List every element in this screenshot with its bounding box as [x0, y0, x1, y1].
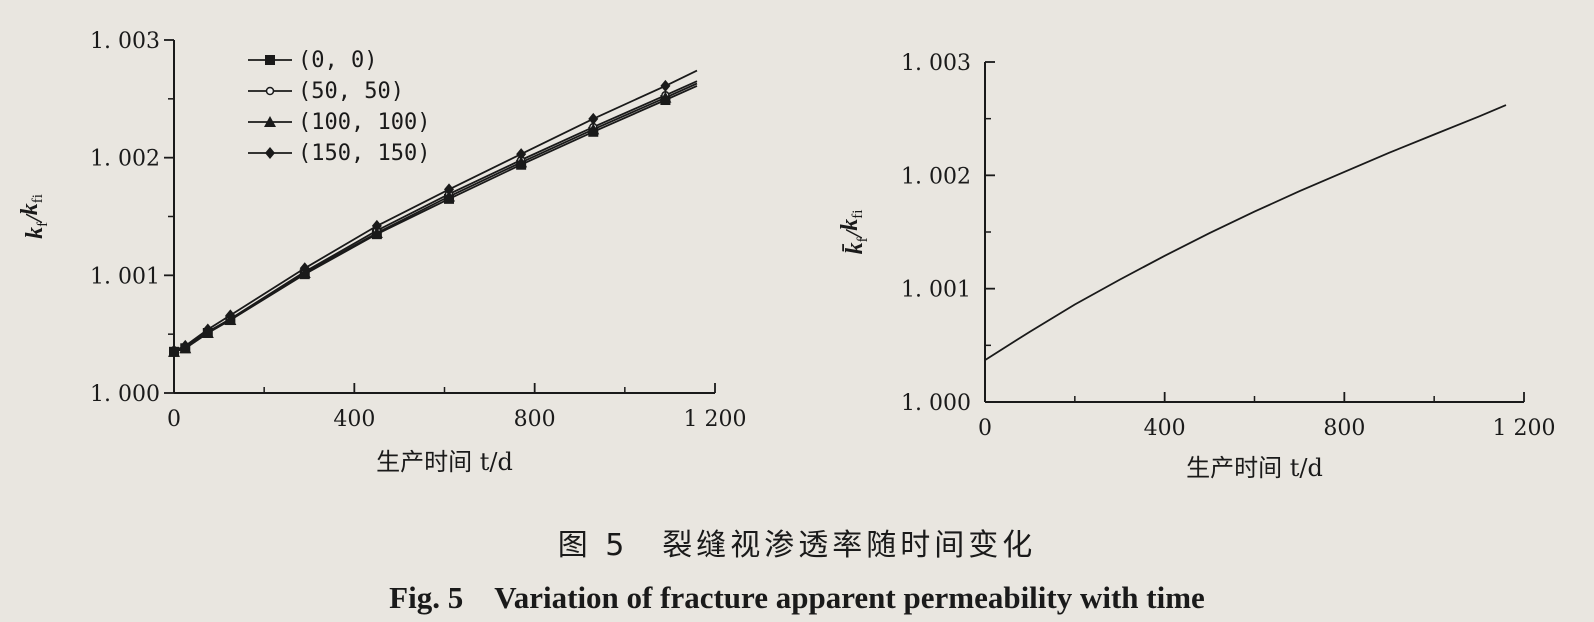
legend-marker-0: [265, 55, 275, 65]
y-tick-label: 1. 002: [901, 164, 971, 189]
y-tick-label: 1. 003: [90, 29, 160, 54]
chart-right: 1. 000 1. 001 1. 002 1. 003 0 400 800 1 200 生产时间…: [837, 51, 1555, 482]
x-tick-label: 0: [978, 416, 992, 441]
series-line-0: [173, 85, 698, 353]
x-tick-label: 400: [333, 407, 375, 432]
y-axis-label-main: k: [22, 227, 48, 239]
legend-marker-1: [265, 86, 275, 96]
figure-caption-english: Fig. 5 Variation of fracture apparent pe…: [389, 580, 1205, 615]
data-point-series-3: [225, 309, 236, 322]
series-line-0: [984, 104, 1507, 361]
y-axis-label-sub-denominator: fi: [30, 194, 46, 203]
series-line-3: [173, 69, 698, 352]
x-axis-label: 生产时间 t/d: [1186, 454, 1323, 482]
y-axis-label-main: k̄: [842, 242, 868, 254]
chart-left: 1. 000 1. 001 1. 002 1. 003 0 400 800 1 200 生产时间…: [17, 29, 746, 476]
y-tick-label: 1. 000: [901, 391, 971, 416]
x-tick-label: 1 200: [1493, 416, 1556, 441]
y-axis-label-sub-denominator: fi: [850, 210, 866, 219]
data-point-series-2: [587, 123, 600, 135]
x-tick-label: 1 200: [684, 407, 747, 432]
data-point-series-3: [169, 344, 179, 357]
legend-label-3: (150, 150): [298, 141, 430, 166]
data-point-series-2: [443, 190, 456, 202]
data-point-series-3: [516, 148, 527, 161]
y-tick-label: 1. 000: [90, 382, 160, 407]
data-point-series-3: [444, 183, 455, 196]
y-tick-label: 1. 001: [90, 264, 160, 289]
data-point-series-3: [180, 339, 191, 352]
y-axis-label-denominator: k: [837, 219, 863, 231]
x-axis-label: 生产时间 t/d: [376, 448, 513, 476]
data-point-series-2: [659, 91, 672, 103]
data-point-series-3: [660, 79, 671, 92]
y-tick-label: 1. 001: [901, 278, 971, 303]
x-tick-label: 800: [514, 407, 556, 432]
legend-label-2: (100, 100): [298, 110, 430, 135]
y-tick-label: 1. 002: [90, 147, 160, 172]
y-axis-label: kf/kfi: [17, 194, 51, 239]
x-tick-label: 400: [1144, 416, 1186, 441]
data-point-series-3: [299, 262, 310, 275]
y-axis-label-denominator: k: [17, 203, 43, 215]
data-point-series-3: [202, 323, 213, 336]
legend-marker-3: [265, 147, 275, 159]
data-point-series-3: [588, 112, 599, 125]
figure-caption-chinese: 图 5 裂缝视渗透率随时间变化: [557, 528, 1037, 563]
legend-label-1: (50, 50): [298, 79, 404, 104]
data-point-series-2: [370, 226, 383, 238]
x-tick-label: 800: [1323, 416, 1365, 441]
y-axis-label-slash: /: [22, 213, 48, 224]
legend-label-0: (0, 0): [298, 48, 377, 73]
y-axis-label-slash: /: [842, 228, 868, 239]
y-axis-label-sub: f: [35, 222, 51, 227]
series-line-2: [173, 82, 698, 353]
x-tick-label: 0: [167, 407, 181, 432]
y-axis-label: k̄f/kfi: [837, 210, 871, 255]
data-point-series-3: [371, 219, 382, 232]
data-point-series-2: [515, 156, 528, 168]
legend-marker-2: [264, 116, 276, 127]
y-tick-label: 1. 003: [901, 51, 971, 76]
y-axis-label-sub: f: [855, 237, 871, 242]
